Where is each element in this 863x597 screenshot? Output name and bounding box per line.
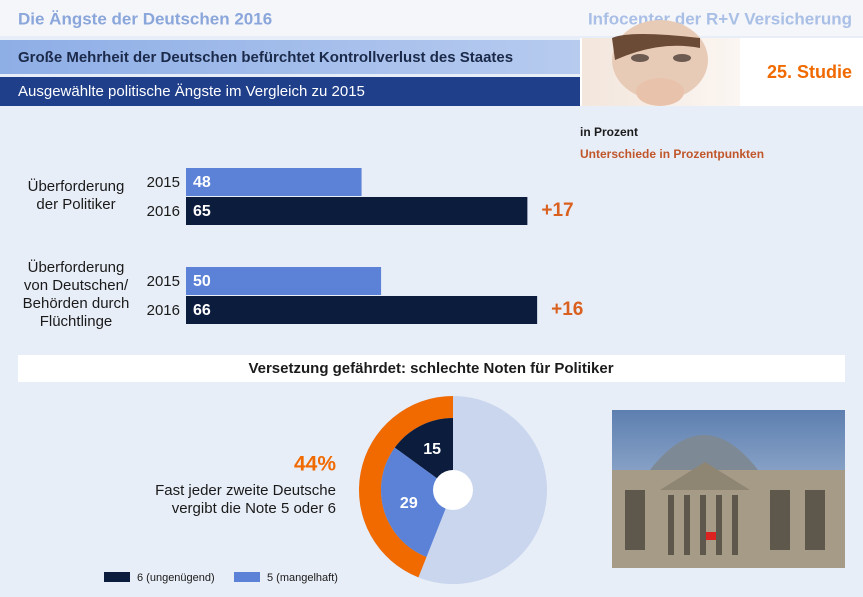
slice-label: 15 bbox=[423, 441, 441, 458]
bar bbox=[186, 267, 382, 295]
unit-note: in Prozent bbox=[580, 125, 638, 139]
subheadline-band bbox=[0, 77, 580, 106]
series-label: 2015 bbox=[147, 174, 180, 191]
photo-reichstag bbox=[612, 410, 845, 568]
subheadline: Ausgewählte politische Ängste im Verglei… bbox=[18, 83, 365, 100]
series-label: 2015 bbox=[147, 273, 180, 290]
category-label: Überforderung der Politiker bbox=[27, 178, 125, 213]
category-label: Überforderung von Deutschen/ Behörden du… bbox=[22, 259, 130, 330]
page-title: Die Ängste der Deutschen 2016 bbox=[18, 9, 272, 28]
difference-label: +16 bbox=[551, 299, 583, 320]
difference-note: Unterschiede in Prozentpunkten bbox=[580, 147, 764, 161]
photo-woman bbox=[582, 20, 740, 106]
study-label: 25. Studie bbox=[767, 62, 852, 82]
annotation: Fast jeder zweite Deutsche vergibt die N… bbox=[155, 482, 336, 517]
bar bbox=[186, 296, 538, 324]
difference-label: +17 bbox=[541, 200, 573, 221]
donut-slice bbox=[394, 418, 453, 490]
source: Infocenter der R+V Versicherung bbox=[588, 9, 852, 28]
donut-hole bbox=[433, 470, 473, 510]
headline: Große Mehrheit der Deutschen befürchtet … bbox=[18, 49, 513, 66]
slice-label: 29 bbox=[400, 495, 418, 512]
total-label: 44% bbox=[294, 453, 336, 476]
value-label: 66 bbox=[193, 302, 211, 319]
bar bbox=[186, 197, 528, 225]
series-label: 2016 bbox=[147, 302, 180, 319]
legend-swatch bbox=[104, 572, 130, 582]
value-label: 65 bbox=[193, 203, 211, 220]
value-label: 50 bbox=[193, 273, 211, 290]
value-label: 48 bbox=[193, 174, 211, 191]
legend-label: 5 (mangelhaft) bbox=[267, 572, 338, 584]
legend-swatch bbox=[234, 572, 260, 582]
donut-total bbox=[359, 396, 453, 578]
section-strip bbox=[18, 355, 845, 382]
series-label: 2016 bbox=[147, 203, 180, 220]
headline-band bbox=[0, 40, 580, 74]
section-title: Versetzung gefährdet: schlechte Noten fü… bbox=[248, 360, 613, 377]
bar bbox=[186, 168, 362, 196]
donut-slice bbox=[380, 447, 453, 557]
top-bar bbox=[0, 0, 863, 36]
legend-label: 6 (ungenügend) bbox=[137, 572, 215, 584]
